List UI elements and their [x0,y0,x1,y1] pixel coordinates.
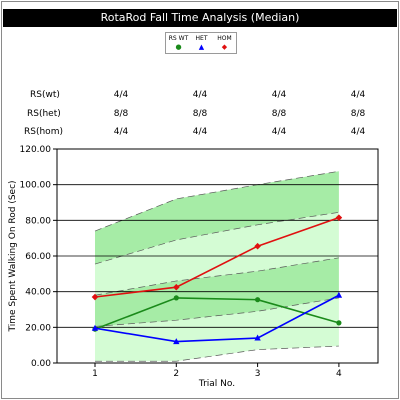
y-axis-label: Time Spent Walking On Rod (Sec) [8,180,18,332]
band-area [95,171,339,265]
band-edge [94,211,339,265]
count-cell: 4/4 [192,90,208,100]
data-point [173,283,180,291]
band-edge [95,345,339,362]
chart-title: RotaRod Fall Time Analysis (Median) [3,9,397,27]
chart-legend: RS WT ● HET ▲ HOM ◆ [165,32,237,54]
y-tick-label: 80.00 [25,216,51,226]
y-tick-label: 0.00 [31,359,51,369]
x-axis-label: Trial No. [198,379,235,389]
y-tick-label: 60.00 [25,252,51,262]
data-point [91,324,99,331]
count-cell: 8/8 [271,109,287,119]
y-tick-label: 40.00 [25,288,51,298]
count-row-label-wt: RS(wt) [30,90,60,100]
series-line [94,216,340,298]
legend-item-rs-wt: RS WT ● [167,33,190,51]
data-point [335,214,343,221]
band-area [95,297,339,362]
count-cell: 4/4 [271,127,287,137]
diamond-icon: ◆ [221,43,228,51]
legend-label-rs-wt: RS WT [168,35,189,42]
series-line [94,297,340,330]
count-cell: 8/8 [113,109,129,119]
gridlines [57,184,378,328]
x-tick-label: 2 [173,369,179,379]
legend-label-hom: HOM [217,35,232,42]
count-cell: 4/4 [350,90,366,100]
count-cell: 4/4 [271,90,287,100]
y-tick-label: 20.00 [25,323,51,333]
data-point [173,295,179,301]
band-edge [94,297,339,327]
data-point [254,242,261,250]
series-lines [91,214,343,345]
band-edge [94,257,339,296]
axes: 0.00 20.00 40.00 60.00 80.00 100.00 120.00 1 2 3 4 [20,145,379,379]
legend-item-het: HET ▲ [190,33,213,51]
x-tick-label: 3 [255,369,261,379]
count-cell: 4/4 [350,127,366,137]
band-area [95,212,339,296]
count-cell: 4/4 [192,127,208,137]
count-cell: 4/4 [113,127,129,137]
data-point [173,338,180,345]
x-tick-label: 4 [336,369,342,379]
count-cell: 8/8 [350,109,366,119]
count-cell: 8/8 [192,109,208,119]
y-tick-label: 100.00 [20,181,52,191]
data-point [335,291,343,298]
x-tick-label: 1 [92,369,98,379]
data-point [255,297,261,303]
count-cell: 4/4 [113,90,129,100]
data-point [254,334,261,341]
triangle-icon: ▲ [198,43,205,51]
data-point [91,293,99,301]
band-area [95,257,339,327]
series-line [94,294,340,343]
legend-item-hom: HOM ◆ [213,33,236,51]
confidence-bands [94,170,339,362]
circle-icon: ● [175,43,182,51]
count-row-label-hom: RS(hom) [24,127,63,137]
band-edge [94,170,339,232]
data-point [336,320,342,326]
y-tick-label: 120.00 [20,145,52,155]
legend-label-het: HET [195,35,208,42]
count-row-label-het: RS(het) [27,109,61,119]
